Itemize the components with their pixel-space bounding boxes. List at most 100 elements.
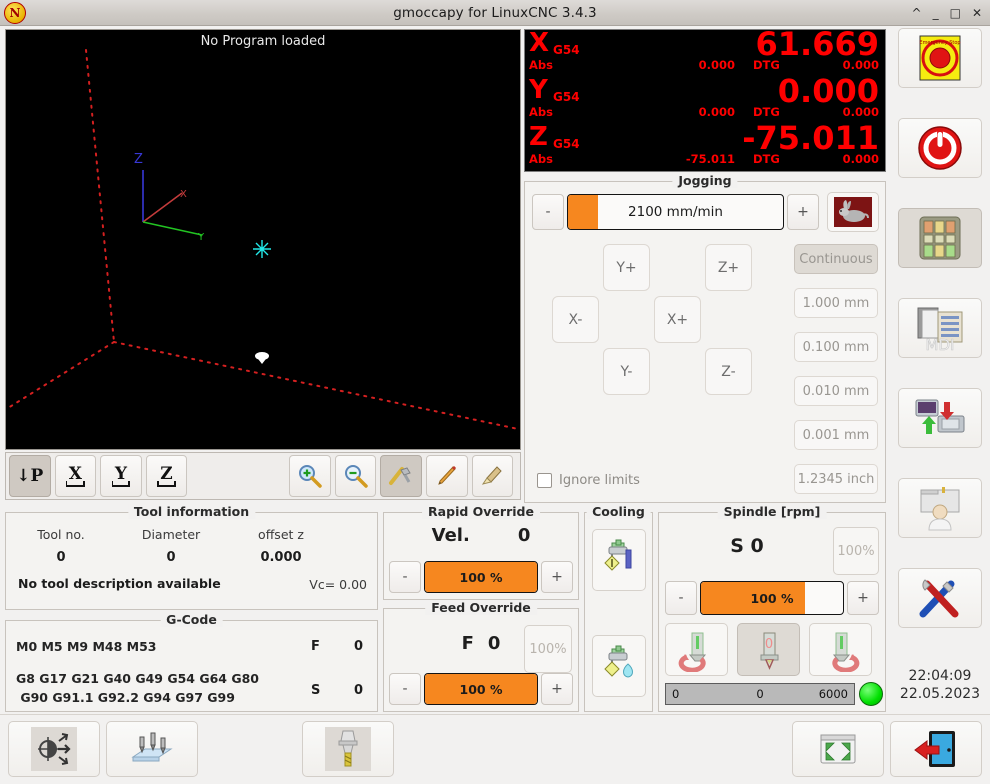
zoom-out-button[interactable] [334, 455, 377, 497]
maximize-icon[interactable]: □ [949, 5, 961, 20]
user-tabs-button[interactable] [898, 478, 982, 538]
jog-velocity-plus-button[interactable]: + [787, 194, 819, 230]
rapid-minus-button[interactable]: - [389, 561, 421, 593]
jog-y-plus-button[interactable]: Y+ [603, 244, 650, 291]
dro-y-dtg-value: 0.000 [842, 105, 879, 119]
spindle-minus-button[interactable]: - [665, 581, 697, 615]
velocity-label: Vel. [431, 525, 470, 546]
offset-z-header: offset z [258, 527, 304, 542]
clock-date: 22.05.2023 [899, 686, 981, 702]
dro-panel[interactable]: X G54 61.669 Abs 0.000 DTG 0.000 Y G54 0… [524, 29, 886, 172]
jog-z-minus-button[interactable]: Z- [705, 348, 752, 395]
rapid-rabbit-button[interactable] [827, 192, 879, 232]
touch-off-icon [31, 727, 77, 771]
view-x-button[interactable]: X [54, 455, 97, 497]
dro-x-workspace: G54 [553, 43, 580, 57]
user-page-icon [920, 487, 960, 531]
rapid-override-slider[interactable]: 100 % [424, 561, 538, 593]
cooling-legend: Cooling [586, 504, 651, 519]
view-p-button[interactable]: ↓P [9, 455, 51, 497]
dro-axis-z[interactable]: Z G54 -75.011 Abs -75.011 DTG 0.000 [525, 120, 885, 171]
feed-minus-button[interactable]: - [389, 673, 421, 705]
window-controls: ^ _ □ ✕ [912, 7, 982, 19]
increment-1-2345inch-button[interactable]: 1.2345 inch [794, 464, 878, 494]
spindle-stop-button[interactable]: 0 [737, 623, 800, 676]
jog-velocity-value: 2100 mm/min [628, 204, 723, 220]
edit-program-button[interactable] [425, 455, 468, 497]
spindle-ccw-icon [678, 632, 706, 672]
close-icon[interactable]: ✕ [971, 5, 982, 20]
increment-0-01mm-button[interactable]: 0.010 mm [794, 376, 878, 406]
jog-y-minus-button[interactable]: Y- [603, 348, 650, 395]
dro-axis-y[interactable]: Y G54 0.000 Abs 0.000 DTG 0.000 [525, 73, 885, 124]
tool-change-button[interactable] [302, 721, 394, 777]
increment-continuous-button[interactable]: Continuous [794, 244, 878, 274]
jog-keypad-icon [919, 216, 961, 260]
estop-button[interactable]: Emergency Stop [898, 28, 982, 88]
zoom-in-button[interactable] [289, 455, 331, 497]
auto-run-icon [915, 399, 965, 434]
feed-reset-button[interactable]: 100% [524, 625, 572, 673]
gcode-panel: G-Code M0 M5 M9 M48 M53 G8 G17 G21 G40 G… [5, 612, 378, 712]
feed-override-value: 100 % [459, 681, 503, 697]
feed-override-slider[interactable]: 100 % [424, 673, 538, 705]
rabbit-rapid-icon [834, 197, 872, 227]
feed-plus-button[interactable]: + [541, 673, 573, 705]
jog-x-plus-button[interactable]: X+ [654, 296, 701, 343]
spindle-cw-icon [831, 632, 859, 672]
dro-y-abs-value: 0.000 [698, 105, 735, 119]
minimize-icon[interactable]: _ [932, 5, 939, 20]
jog-velocity-slider[interactable]: 2100 mm/min [567, 194, 784, 230]
active-m-codes: M0 M5 M9 M48 M53 [16, 639, 157, 654]
rapid-plus-button[interactable]: + [541, 561, 573, 593]
spindle-bar-min: 0 [672, 687, 680, 701]
tool-no-value: 0 [56, 550, 66, 565]
touch-off-button[interactable] [8, 721, 100, 777]
tool-description: No tool description available [18, 576, 221, 591]
dro-z-workspace: G54 [553, 137, 580, 151]
machine-power-button[interactable] [898, 118, 982, 178]
active-g-codes: G8 G17 G21 G40 G49 G54 G64 G80 G90 G91.1… [16, 671, 260, 706]
mdi-mode-button[interactable]: MDI [898, 298, 982, 358]
ignore-limits-checkbox[interactable]: Ignore limits [537, 473, 640, 488]
spindle-reset-button[interactable]: 100% [833, 527, 879, 575]
exit-door-icon [914, 731, 955, 767]
fullscreen-button[interactable] [792, 721, 884, 777]
dro-z-name: Z [529, 122, 548, 152]
spindle-ccw-button[interactable] [665, 623, 728, 676]
spindle-override-value: 100 % [750, 590, 794, 606]
dro-y-workspace: G54 [553, 90, 580, 104]
shade-icon[interactable]: ^ [911, 5, 922, 20]
ignore-limits-box[interactable] [537, 473, 552, 488]
fullscreen-icon [820, 734, 856, 764]
gcode-f-label: F [311, 639, 320, 654]
preview-status: No Program loaded [200, 34, 326, 49]
show-dimensions-button[interactable] [380, 455, 422, 497]
increment-0-1mm-button[interactable]: 0.100 mm [794, 332, 878, 362]
clear-plot-button[interactable] [471, 455, 514, 497]
view-y-button[interactable]: Y [100, 455, 142, 497]
spindle-override-slider[interactable]: 100 % [700, 581, 844, 615]
manual-mode-button[interactable] [898, 208, 982, 268]
gcode-preview[interactable]: Z X Y No Program loaded [5, 29, 521, 450]
dro-y-abs-label: Abs [529, 105, 553, 119]
spindle-plus-button[interactable]: + [847, 581, 879, 615]
spindle-cw-button[interactable] [809, 623, 872, 676]
dro-axis-x[interactable]: X G54 61.669 Abs 0.000 DTG 0.000 [525, 30, 885, 77]
svg-text:Emergency Stop: Emergency Stop [919, 40, 960, 46]
spindle-legend: Spindle [rpm] [717, 504, 827, 519]
jog-z-plus-button[interactable]: Z+ [705, 244, 752, 291]
flood-coolant-button[interactable] [592, 529, 646, 591]
auto-mode-button[interactable] [898, 388, 982, 448]
svg-text:X: X [180, 189, 187, 200]
settings-button[interactable] [898, 568, 982, 628]
increment-1mm-button[interactable]: 1.000 mm [794, 288, 878, 318]
increment-0-001mm-button[interactable]: 0.001 mm [794, 420, 878, 450]
tool-offsets-button[interactable] [106, 721, 198, 777]
exit-button[interactable] [890, 721, 982, 777]
dro-z-dtg-label: DTG [753, 152, 780, 166]
view-z-button[interactable]: Z [145, 455, 188, 497]
jog-x-minus-button[interactable]: X- [552, 296, 599, 343]
jog-velocity-minus-button[interactable]: - [532, 194, 564, 230]
mist-coolant-button[interactable] [592, 635, 646, 697]
